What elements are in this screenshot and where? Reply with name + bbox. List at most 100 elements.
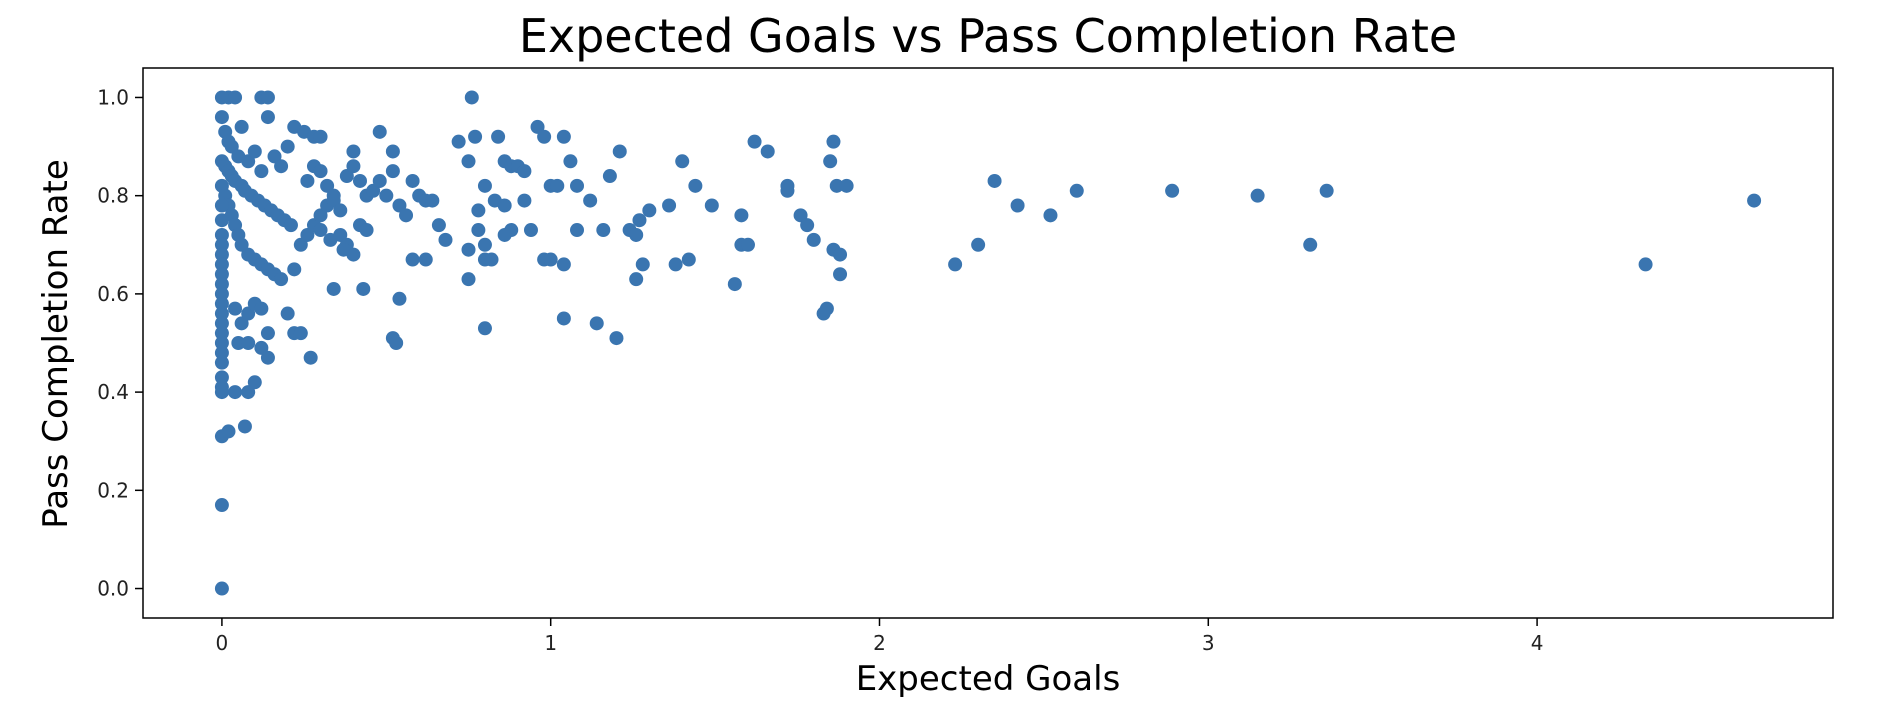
data-point [523, 223, 538, 238]
data-point [385, 164, 400, 179]
data-point [326, 193, 341, 208]
data-point [254, 301, 269, 316]
data-point [379, 188, 394, 203]
data-point [214, 306, 229, 321]
data-point [464, 90, 479, 105]
data-point [392, 291, 407, 306]
data-point [293, 237, 308, 252]
data-point [570, 223, 585, 238]
data-point [372, 173, 387, 188]
data-point [839, 178, 854, 193]
data-point [1747, 193, 1762, 208]
data-point [1250, 188, 1265, 203]
data-point [389, 336, 404, 350]
data-point [214, 267, 229, 282]
data-point [214, 296, 229, 311]
data-point [214, 247, 229, 262]
data-point [228, 301, 243, 316]
data-point [530, 119, 545, 134]
data-point [570, 178, 585, 193]
data-point [274, 159, 289, 174]
x-axis-label: Expected Goals [856, 659, 1121, 699]
data-point [461, 242, 476, 257]
y-axis-label: Pass Completion Rate [36, 159, 76, 529]
data-point [214, 370, 229, 385]
data-point [280, 139, 295, 154]
data-point [237, 419, 252, 434]
data-point [642, 203, 657, 218]
data-point [231, 336, 246, 350]
data-point [461, 272, 476, 287]
y-tick-label: 1.0 [97, 85, 129, 109]
y-tick-label: 0.8 [97, 184, 129, 208]
data-point [632, 213, 647, 228]
data-point [550, 178, 565, 193]
data-point [461, 154, 476, 169]
data-point [747, 134, 762, 149]
data-point [260, 110, 275, 125]
data-point [668, 257, 683, 272]
data-point [333, 227, 348, 242]
data-point [1303, 237, 1318, 252]
data-point [816, 306, 831, 321]
data-point [1069, 183, 1084, 198]
data-point [303, 350, 318, 365]
data-point [287, 262, 302, 277]
data-point [356, 281, 371, 296]
data-point [556, 129, 571, 144]
data-point [471, 223, 486, 238]
data-point [346, 144, 361, 159]
x-axis-ticks: 0 1 2 3 4 [216, 618, 1543, 655]
data-point [589, 316, 604, 331]
y-tick-label: 0.2 [97, 478, 129, 502]
data-point [214, 345, 229, 360]
data-point [629, 272, 644, 287]
y-axis-ticks: 0.0 0.2 0.4 0.6 0.8 1.0 [97, 85, 143, 601]
data-point [214, 336, 229, 350]
data-point [688, 178, 703, 193]
data-point [313, 164, 328, 179]
data-point [602, 169, 617, 184]
data-point [313, 129, 328, 144]
data-point [556, 311, 571, 326]
y-tick-label: 0.0 [97, 577, 129, 601]
data-point [247, 144, 262, 159]
data-point [234, 237, 249, 252]
data-point [635, 257, 650, 272]
data-point [214, 326, 229, 341]
data-point [241, 336, 256, 350]
data-point [425, 193, 440, 208]
data-point [214, 355, 229, 370]
data-point [806, 232, 821, 247]
data-point [267, 149, 282, 164]
data-point [987, 173, 1002, 188]
data-point [339, 169, 354, 184]
data-point [681, 252, 696, 267]
data-point [1010, 198, 1025, 213]
data-point [826, 134, 841, 149]
data-point [833, 267, 848, 282]
data-point [468, 129, 483, 144]
data-point [629, 227, 644, 242]
data-point [214, 227, 229, 242]
chart-title: Expected Goals vs Pass Completion Rate [519, 9, 1457, 63]
data-point [1165, 183, 1180, 198]
data-point [583, 193, 598, 208]
data-point [234, 316, 249, 331]
y-tick-label: 0.6 [97, 282, 129, 306]
data-point [823, 154, 838, 169]
data-point [241, 306, 256, 321]
plot-frame [142, 67, 1834, 619]
data-point [471, 203, 486, 218]
data-point [612, 144, 627, 159]
data-point [477, 237, 492, 252]
data-point [971, 237, 986, 252]
data-point [214, 385, 229, 400]
data-point [228, 90, 243, 105]
data-point [228, 385, 243, 400]
data-point [438, 232, 453, 247]
x-tick-label: 3 [1202, 631, 1215, 655]
data-point [405, 173, 420, 188]
data-point [431, 218, 446, 233]
